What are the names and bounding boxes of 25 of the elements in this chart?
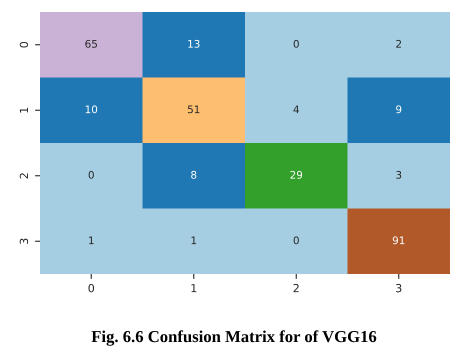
- x-tick-label: 2: [294, 284, 299, 292]
- x-tick-label: 0: [88, 284, 94, 292]
- data-label: 3: [396, 170, 402, 179]
- y-tick-label: 0: [20, 42, 28, 48]
- data-label: 0: [294, 236, 299, 244]
- data-label: 65: [85, 40, 97, 48]
- y-tick-label: 1: [20, 108, 28, 113]
- data-label: 0: [294, 40, 299, 48]
- y-tick-label: 3: [20, 238, 28, 244]
- data-label: 13: [188, 40, 200, 48]
- data-label: 4: [293, 106, 299, 114]
- text: Fig. 6.6 Confusion Matrix for of VGG16: [92, 330, 376, 346]
- x-tick-label: 3: [396, 284, 402, 292]
- data-label: 29: [290, 170, 302, 179]
- data-label: 10: [86, 105, 98, 114]
- data-label: 1: [89, 236, 94, 244]
- data-label: 0: [88, 170, 94, 179]
- data-label: 9: [396, 105, 402, 114]
- data-label: 2: [396, 40, 402, 48]
- x-tick-label: 1: [191, 284, 196, 292]
- data-label: 8: [191, 170, 196, 179]
- data-label: 51: [188, 106, 200, 114]
- y-tick-label: 2: [20, 173, 28, 178]
- data-label: 1: [192, 236, 196, 244]
- data-label: 91: [392, 236, 404, 244]
